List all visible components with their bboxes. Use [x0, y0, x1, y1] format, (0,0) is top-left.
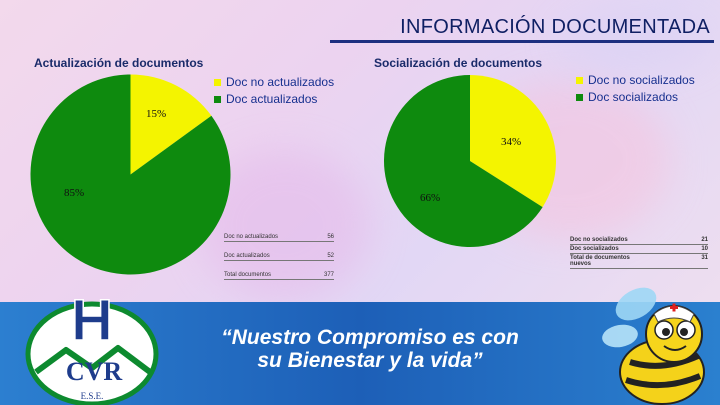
chart1-title: Actualización de documentos	[34, 56, 204, 70]
chart2-legend: Doc no socializados Doc socializados	[576, 72, 695, 106]
legend-swatch-yellow	[576, 77, 583, 84]
chart1-label-yellow: 15%	[146, 108, 167, 120]
chart2-label-yellow: 34%	[501, 136, 522, 148]
logo-letters-cvr: CVR	[66, 357, 123, 386]
legend-label: Doc socializados	[588, 90, 679, 104]
legend-item: Doc actualizados	[214, 91, 334, 108]
table-row: Doc actualizados 52	[224, 252, 334, 261]
table-label: Doc socializados	[570, 246, 619, 252]
legend-label: Doc actualizados	[226, 92, 318, 106]
pie-slice-doc-no-actualizados	[130, 74, 212, 175]
table-row: Doc no socializados 21	[570, 236, 708, 245]
legend-item: Doc no socializados	[576, 72, 695, 89]
table-label: Total de documentos nuevos	[570, 255, 630, 267]
logo-suffix: E.S.E.	[81, 391, 104, 401]
legend-label: Doc no actualizados	[226, 75, 335, 89]
table-row: Doc no actualizados 56	[224, 233, 334, 242]
slogan-line-2: su Bienestar y la vida”	[257, 349, 483, 372]
table-value: 52	[327, 253, 334, 259]
legend-swatch-green	[576, 94, 583, 101]
logo-letter-h: H	[71, 288, 113, 353]
legend-swatch-green	[214, 96, 221, 103]
chart1-data-table: Doc no actualizados 56 Doc actualizados 52…	[224, 233, 334, 280]
table-row: Doc socializados 10	[570, 245, 708, 254]
table-value: 21	[701, 237, 708, 243]
table-row: Total documentos 377	[224, 271, 334, 280]
legend-item: Doc socializados	[576, 89, 695, 106]
table-value: 377	[323, 272, 334, 278]
slogan: “Nuestro Compromiso es con su Bienestar …	[170, 326, 570, 372]
slide-title: INFORMACIÓN DOCUMENTADA	[400, 16, 710, 38]
table-value: 31	[701, 255, 708, 261]
table-label: Total documentos	[224, 272, 272, 278]
legend-label: Doc no socializados	[588, 73, 695, 87]
slogan-line-1: “Nuestro Compromiso es con	[221, 326, 519, 349]
table-value: 56	[327, 234, 334, 240]
chart2-title: Socialización de documentos	[374, 56, 543, 70]
chart1-pie	[30, 74, 231, 275]
table-value: 10	[701, 246, 708, 252]
chart2-pie	[384, 75, 556, 248]
legend-item: Doc no actualizados	[214, 74, 334, 91]
chart1-legend: Doc no actualizados Doc actualizados	[214, 74, 334, 108]
pie-slice-doc-no-socializados	[470, 75, 556, 208]
legend-swatch-yellow	[214, 79, 221, 86]
chart2-data-table: Doc no socializados 21 Doc socializados 10…	[570, 236, 708, 269]
title-underline	[330, 40, 714, 43]
bee-mascot-icon	[602, 287, 705, 405]
table-label: Doc no socializados	[570, 237, 628, 243]
chart1-label-green: 85%	[64, 187, 85, 199]
chart2-label-green: 66%	[420, 192, 441, 204]
pie-slice-doc-actualizados	[30, 74, 231, 275]
table-row: Total de documentos nuevos 31	[570, 254, 708, 269]
table-label: Doc actualizados	[224, 253, 270, 259]
pie-slice-doc-socializados	[384, 75, 543, 248]
table-label: Doc no actualizados	[224, 234, 279, 240]
hospital-logo: H CVR E.S.E.	[25, 288, 159, 405]
